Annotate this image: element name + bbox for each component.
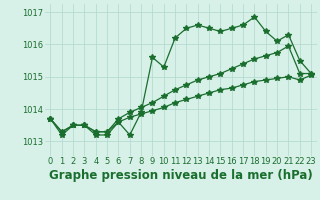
X-axis label: Graphe pression niveau de la mer (hPa): Graphe pression niveau de la mer (hPa) <box>49 169 313 182</box>
